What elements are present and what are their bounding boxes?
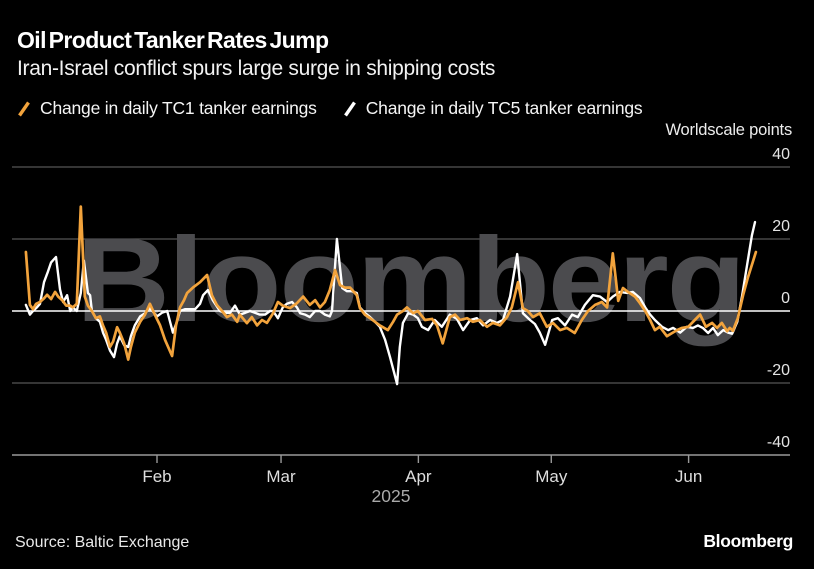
y-tick-label-40: 40	[772, 146, 790, 163]
series-layer	[24, 205, 758, 386]
legend-item-tc1: Change in daily TC1 tanker earnings	[17, 98, 317, 119]
legend-label-tc1: Change in daily TC1 tanker earnings	[40, 98, 317, 118]
y-axis-title: Worldscale points	[665, 121, 792, 139]
tc5-line-swatch-icon	[343, 101, 356, 116]
bloomberg-logo: Bloomberg	[703, 531, 793, 551]
source-credit: Source: Baltic Exchange	[15, 534, 190, 551]
gridlines	[12, 166, 790, 384]
bloomberg-watermark: Bloomberg	[76, 213, 744, 347]
legend-item-tc5: Change in daily TC5 tanker earnings	[343, 98, 643, 119]
x-tick-label-Jun: Jun	[675, 467, 702, 486]
x-tick-label-Apr: Apr	[405, 467, 432, 486]
series-line-tc1	[24, 205, 758, 361]
x-axis-layer	[12, 454, 790, 463]
chart-subtitle: Iran-Israel conflict spurs large surge i…	[17, 57, 496, 80]
tc1-line-swatch-icon	[18, 101, 30, 116]
series-line-tc5	[24, 220, 757, 386]
x-axis-year-label: 2025	[372, 486, 411, 506]
x-tick-label-Mar: Mar	[266, 467, 296, 486]
axis-label-layer: 40 20 0 -20 -40 Feb Mar Apr May Jun 2025	[142, 146, 790, 506]
legend: Change in daily TC1 tanker earnings Chan…	[17, 98, 643, 119]
legend-label-tc5: Change in daily TC5 tanker earnings	[365, 98, 643, 118]
x-tick-label-May: May	[535, 467, 568, 486]
x-tick-label-Feb: Feb	[142, 467, 171, 486]
y-tick-label--40: -40	[767, 434, 790, 451]
chart-title: Oil Product Tanker Rates Jump	[17, 27, 329, 53]
y-tick-label-0: 0	[781, 290, 790, 307]
y-tick-label--20: -20	[767, 362, 790, 379]
y-tick-label-20: 20	[772, 218, 790, 235]
